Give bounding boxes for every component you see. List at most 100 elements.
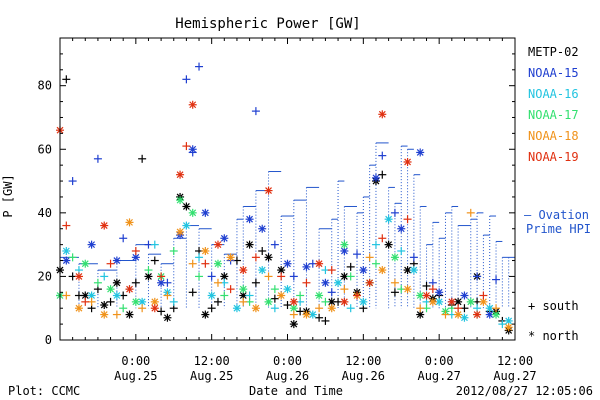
- south-point: [150, 240, 159, 249]
- north-point: [157, 278, 166, 287]
- x-tick-time: 0:00: [121, 354, 150, 368]
- south-point: [157, 307, 166, 316]
- x-tick-date: Aug.27: [493, 369, 536, 383]
- north-point: [258, 266, 267, 275]
- north-point: [226, 253, 235, 262]
- south-point: [422, 281, 431, 290]
- south-point: [68, 177, 77, 186]
- south-point: [390, 288, 399, 297]
- north-point: [188, 100, 197, 109]
- south-point: [321, 316, 330, 325]
- y-tick-label: 40: [38, 206, 52, 220]
- south-point: [270, 240, 279, 249]
- south-point: [466, 208, 475, 217]
- south-point: [163, 291, 172, 300]
- legend-entry: METP-02: [528, 45, 579, 59]
- south-point: [327, 288, 336, 297]
- north-point: [315, 259, 324, 268]
- north-point: [340, 246, 349, 255]
- south-point: [106, 297, 115, 306]
- south-point: [100, 272, 109, 281]
- north-point: [422, 291, 431, 300]
- x-axis-label: Date and Time: [249, 384, 343, 398]
- south-point: [213, 297, 222, 306]
- south-point: [93, 278, 102, 287]
- south-point: [296, 291, 305, 300]
- legend-entry: NOAA-18: [528, 129, 579, 143]
- south-point: [258, 246, 267, 255]
- ovation-legend: – Ovation: [524, 208, 589, 222]
- north-point: [466, 297, 475, 306]
- north-point: [201, 246, 210, 255]
- north-point: [359, 266, 368, 275]
- north-point: [283, 285, 292, 294]
- north-point: [125, 218, 134, 227]
- south-point: [138, 154, 147, 163]
- south-point: [195, 62, 204, 71]
- north-point: [150, 297, 159, 306]
- south-point: [479, 291, 488, 300]
- north-point: [188, 208, 197, 217]
- south-point: [409, 253, 418, 262]
- north-point: [125, 285, 134, 294]
- south-point: [403, 215, 412, 224]
- north-point: [447, 297, 456, 306]
- south-point: [473, 272, 482, 281]
- north-point: [112, 291, 121, 300]
- north-point: [327, 304, 336, 313]
- north-point: [315, 291, 324, 300]
- south-point: [283, 301, 292, 310]
- x-tick-time: 0:00: [425, 354, 454, 368]
- south-point: [188, 288, 197, 297]
- north-point: [176, 227, 185, 236]
- south-point: [157, 272, 166, 281]
- north-point: [188, 145, 197, 154]
- south-point: [378, 151, 387, 160]
- north-point: [239, 266, 248, 275]
- south-point: [169, 246, 178, 255]
- axes-layer: 0204060800:00Aug.2512:00Aug.250:00Aug.26…: [38, 37, 537, 383]
- north-point: [220, 234, 229, 243]
- north-point: [416, 291, 425, 300]
- north-point: [112, 256, 121, 265]
- y-tick-label: 0: [45, 333, 52, 347]
- north-point: [302, 310, 311, 319]
- north-point: [277, 266, 286, 275]
- x-tick-date: Aug.25: [190, 369, 233, 383]
- south-point: [188, 259, 197, 268]
- south-point: [302, 278, 311, 287]
- north-point: [239, 285, 248, 294]
- south-point: [277, 272, 286, 281]
- north-point: [321, 278, 330, 287]
- north-point: [150, 304, 159, 313]
- north-point: [504, 323, 513, 332]
- south-point: [315, 304, 324, 313]
- north-point: [378, 266, 387, 275]
- legend-layer: METP-02 NOAA-15 NOAA-16 NOAA-17 NOAA-18 NOAA-…: [524, 45, 591, 343]
- ovation-legend: Prime HPI: [526, 222, 591, 236]
- south-point: [321, 297, 330, 306]
- south-point: [226, 285, 235, 294]
- north-point: [340, 240, 349, 249]
- south-point: [169, 297, 178, 306]
- south-point: [454, 304, 463, 313]
- north-point: [359, 297, 368, 306]
- north-point: [213, 240, 222, 249]
- south-point: [270, 294, 279, 303]
- legend-entry: NOAA-17: [528, 108, 579, 122]
- north-point: [100, 301, 109, 310]
- north-point: [251, 304, 260, 313]
- plot-frame: [59, 37, 516, 341]
- marker-legend-entry: * north: [528, 329, 579, 343]
- north-point: [112, 278, 121, 287]
- north-point: [302, 262, 311, 271]
- north-point: [100, 221, 109, 230]
- north-point: [74, 304, 83, 313]
- x-tick-time: 12:00: [194, 354, 230, 368]
- south-point: [365, 253, 374, 262]
- south-point: [270, 285, 279, 294]
- south-point: [289, 310, 298, 319]
- north-point: [201, 310, 210, 319]
- south-point: [81, 297, 90, 306]
